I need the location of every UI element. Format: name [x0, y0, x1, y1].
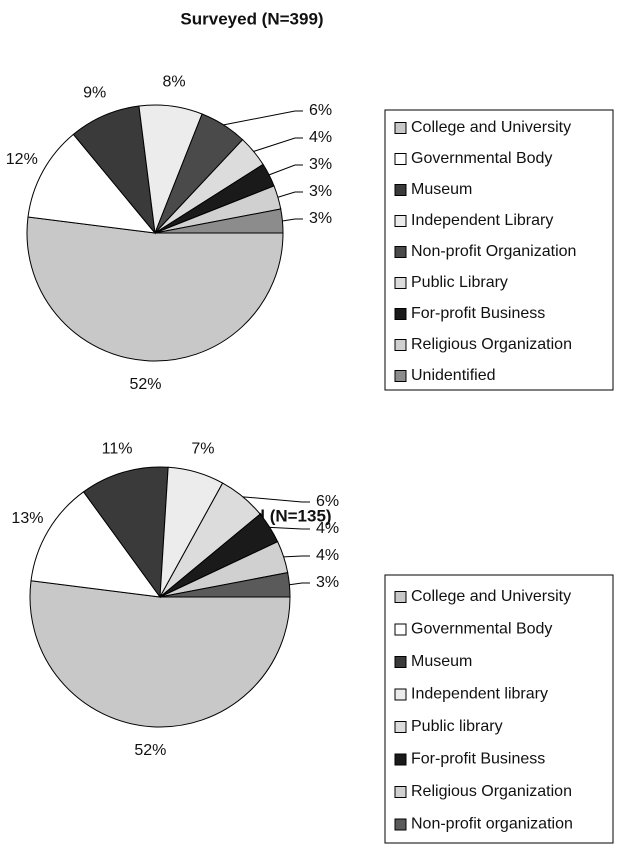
legend-swatch	[394, 370, 407, 382]
data-label: 6%	[309, 102, 332, 119]
data-label: 9%	[83, 85, 106, 102]
legend-swatch	[394, 277, 407, 289]
legend-swatch	[394, 122, 407, 134]
leader-line	[283, 555, 310, 558]
data-label: 8%	[162, 73, 185, 90]
legend-swatch	[394, 591, 407, 603]
legend-label: Museum	[411, 653, 472, 670]
legend-label: Non-profit Organization	[411, 243, 576, 260]
data-label: 11%	[102, 440, 133, 457]
data-label: 12%	[6, 151, 38, 168]
legend-label: Independent library	[411, 686, 548, 703]
legend-box	[384, 109, 614, 391]
legend-label: College and University	[411, 588, 571, 605]
legend-label: Public Library	[411, 274, 508, 291]
data-label: 3%	[309, 210, 332, 227]
data-label: 4%	[316, 547, 339, 564]
legend-swatch	[394, 308, 407, 320]
legend-swatch	[394, 153, 407, 165]
data-label: 3%	[309, 156, 332, 173]
legend-swatch	[394, 818, 407, 831]
legend-swatch	[394, 656, 407, 668]
leader-line	[269, 526, 310, 530]
data-label: 3%	[309, 183, 332, 200]
legend-label: For-profit Business	[411, 305, 545, 322]
leader-line	[289, 582, 310, 586]
data-label: 13%	[11, 510, 43, 527]
chart-title: Surveyed (N=399)	[180, 9, 323, 28]
legend-label: Independent Library	[411, 212, 553, 229]
legend-label: Public library	[411, 718, 503, 735]
legend-swatch	[394, 215, 407, 227]
legend-label: Governmental Body	[411, 621, 552, 638]
data-label: 6%	[316, 493, 339, 510]
legend-label: College and University	[411, 119, 571, 136]
legend-swatch	[394, 246, 407, 258]
leader-line	[277, 191, 303, 198]
legend-label: Unidentified	[411, 367, 496, 384]
leader-line	[253, 137, 303, 152]
legend-label: For-profit Business	[411, 751, 545, 768]
legend-label: Religious Organization	[411, 336, 572, 353]
data-label: 52%	[134, 742, 166, 759]
legend-swatch	[394, 623, 407, 636]
data-label: 52%	[129, 376, 161, 393]
leader-line	[268, 164, 303, 176]
data-label: 7%	[191, 440, 214, 457]
leader-line	[242, 496, 310, 503]
legend-label: Non-profit organization	[411, 816, 573, 833]
pie-slice	[30, 491, 162, 598]
legend-swatch	[394, 753, 407, 766]
pie-slice	[159, 572, 291, 598]
leader-line	[223, 110, 303, 126]
legend-label: Museum	[411, 181, 472, 198]
legend-swatch	[394, 339, 407, 351]
data-label: 4%	[309, 129, 332, 146]
legend-swatch	[394, 688, 407, 701]
leader-line	[282, 218, 303, 222]
data-label: 3%	[316, 574, 339, 591]
pie-slice	[27, 133, 157, 234]
legend-swatch	[394, 184, 407, 196]
legend-swatch	[394, 786, 407, 798]
pie-slice	[82, 466, 169, 599]
legend-label: Governmental Body	[411, 150, 552, 167]
data-label: 4%	[316, 520, 339, 537]
legend-label: Religious Organization	[411, 783, 572, 800]
pie-slice	[29, 580, 291, 728]
legend-swatch	[394, 721, 407, 733]
pie-slice	[26, 216, 284, 362]
legend-box	[384, 574, 614, 844]
